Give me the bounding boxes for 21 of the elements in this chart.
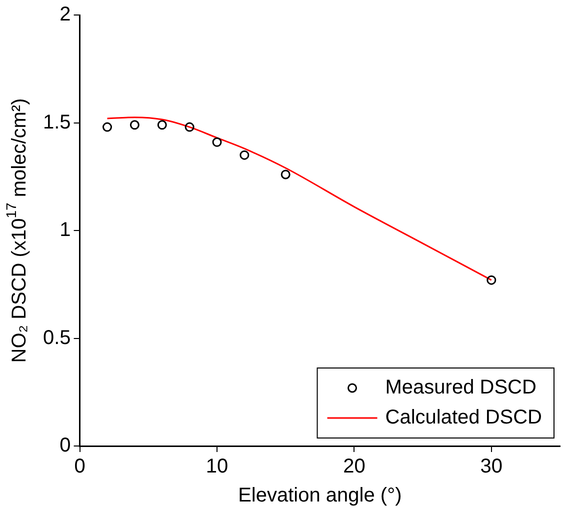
legend-label: Calculated DSCD (385, 406, 542, 429)
point (184, 122, 194, 132)
point (102, 122, 112, 132)
y-tick-label: 2 (60, 4, 71, 26)
point (280, 170, 290, 180)
y-axis-title: NO₂ DSCD (x1017 molec/cm²) (2, 98, 31, 363)
y-tick-label: 0 (60, 434, 71, 457)
point (157, 120, 167, 130)
point (212, 137, 222, 147)
legend-label: Measured DSCD (385, 376, 536, 399)
point (486, 275, 496, 285)
x-tick-label: 0 (74, 456, 86, 478)
x-tick-label: 30 (480, 456, 503, 478)
y-tick-label: 1 (60, 219, 71, 242)
y-tick-label: 1.5 (42, 111, 71, 134)
point (240, 150, 250, 160)
y-tick-label: 0.5 (42, 326, 71, 349)
x-tick-label: 20 (343, 456, 366, 478)
x-tick-label: 10 (206, 456, 228, 478)
point (130, 120, 140, 130)
x-axis-title: Elevation angle (°) (238, 484, 402, 507)
